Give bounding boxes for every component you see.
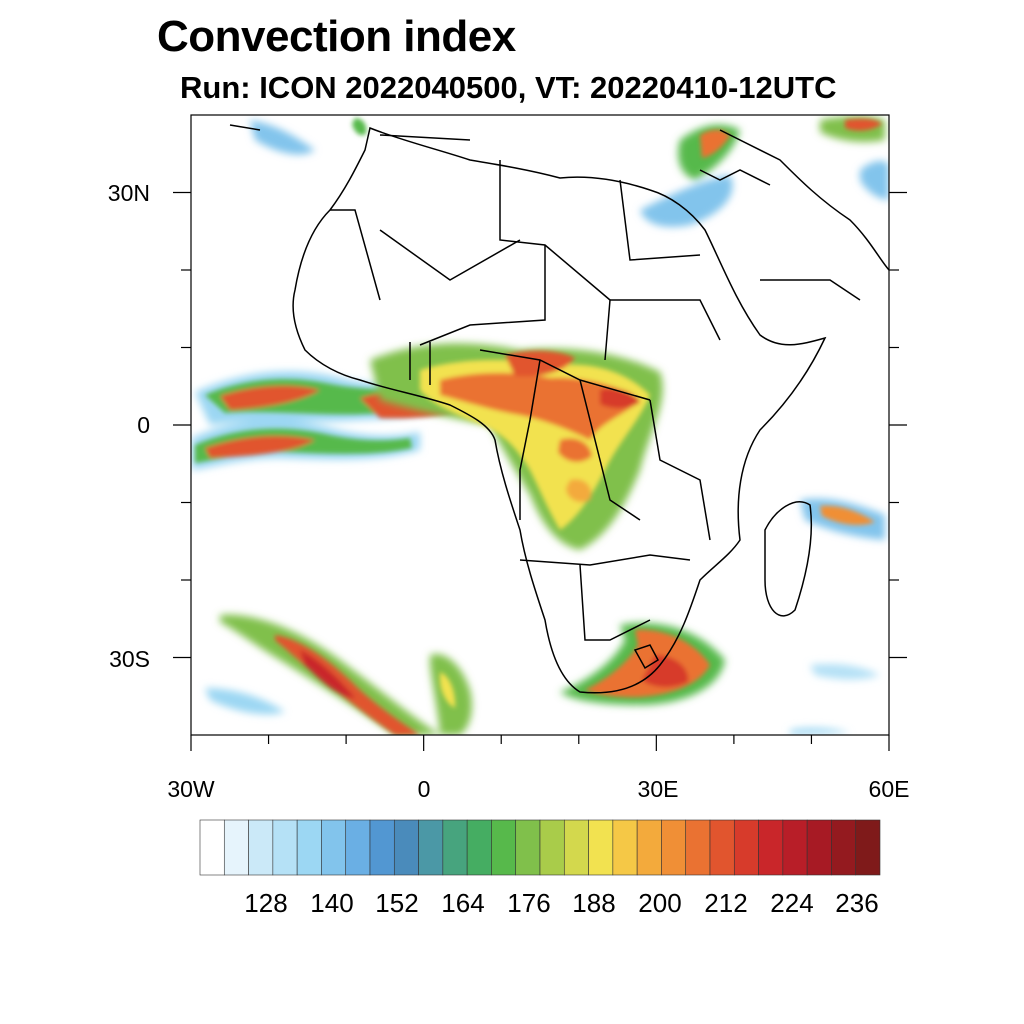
colorbar-label: 140 <box>310 888 353 918</box>
colorbar-swatch <box>563 819 589 876</box>
chart-title: Convection index <box>157 12 516 61</box>
colorbar-swatch <box>831 819 857 876</box>
colorbar-label: 212 <box>704 888 747 918</box>
colorbar-swatch <box>855 819 881 876</box>
colorbar-swatch <box>369 819 395 876</box>
colorbar-swatch <box>248 819 274 876</box>
colorbar-label: 224 <box>770 888 813 918</box>
colorbar-label: 128 <box>244 888 287 918</box>
colorbar-label: 164 <box>441 888 484 918</box>
colorbar-label: 152 <box>375 888 418 918</box>
colorbar <box>199 819 881 876</box>
colorbar-swatch <box>661 819 687 876</box>
colorbar-swatch <box>272 819 298 876</box>
colorbar-swatch <box>636 819 662 876</box>
lon-label-0: 0 <box>418 776 431 802</box>
colorbar-swatch <box>345 819 371 876</box>
colorbar-swatch <box>466 819 492 876</box>
colorbar-swatch <box>709 819 735 876</box>
colorbar-swatch <box>223 819 249 876</box>
colorbar-swatch <box>588 819 614 876</box>
colorbar-swatch <box>539 819 565 876</box>
colorbar-swatch <box>515 819 541 876</box>
colorbar-label: 188 <box>572 888 615 918</box>
lat-label-30n: 30N <box>108 180 150 206</box>
colorbar-swatch <box>321 819 347 876</box>
colorbar-label: 176 <box>507 888 550 918</box>
colorbar-label: 236 <box>835 888 878 918</box>
lat-label-0: 0 <box>137 412 150 438</box>
colorbar-swatch <box>806 819 832 876</box>
colorbar-swatch <box>758 819 784 876</box>
colorbar-swatch <box>491 819 517 876</box>
colorbar-swatch <box>442 819 468 876</box>
lon-label-60e: 60E <box>869 776 910 802</box>
colorbar-labels: 128 140 152 164 176 188 200 212 224 236 <box>244 888 878 918</box>
chart-subtitle: Run: ICON 2022040500, VT: 20220410-12UTC <box>180 70 837 105</box>
lon-label-30w: 30W <box>167 776 215 802</box>
colorbar-swatch <box>733 819 759 876</box>
colorbar-swatch <box>199 819 225 876</box>
colorbar-swatch <box>685 819 711 876</box>
coastlines-borders <box>229 124 889 694</box>
colorbar-swatch <box>612 819 638 876</box>
colorbar-swatch <box>418 819 444 876</box>
colorbar-swatch <box>393 819 419 876</box>
colorbar-label: 200 <box>638 888 681 918</box>
axis-ticks <box>173 191 907 751</box>
lat-label-30s: 30S <box>109 646 150 672</box>
lon-label-30e: 30E <box>638 776 679 802</box>
colorbar-swatch <box>296 819 322 876</box>
colorbar-swatch <box>782 819 808 876</box>
